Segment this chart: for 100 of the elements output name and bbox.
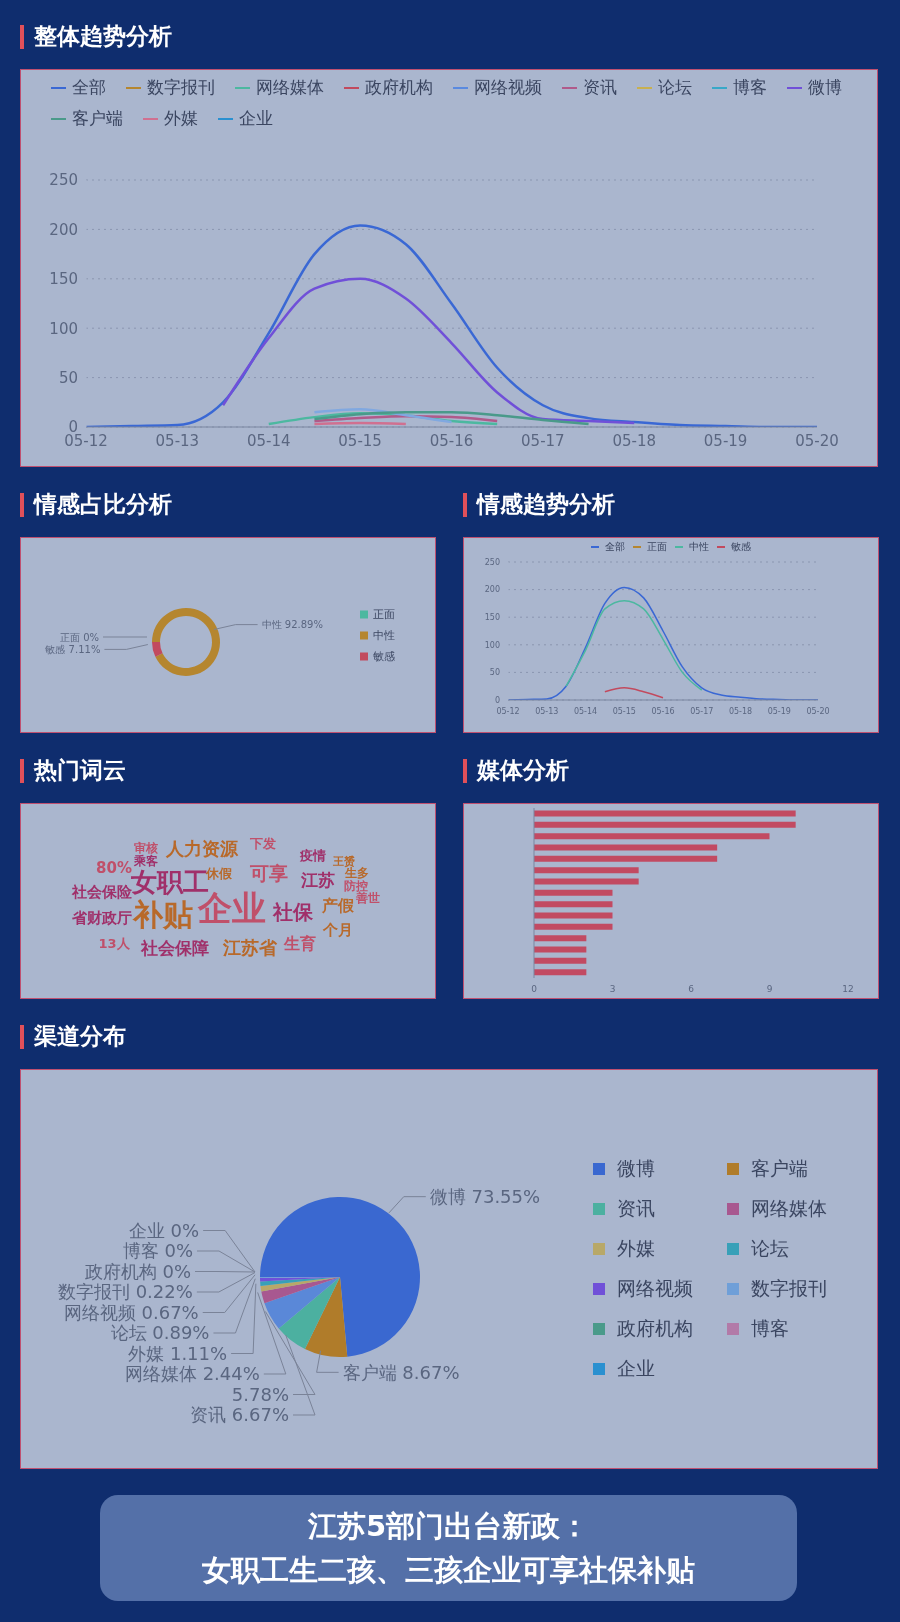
legend-label: 网络视频 (617, 1276, 693, 1301)
category-label: 敏感 7.11% (45, 643, 101, 655)
text: 女职工生二孩、三孩企业可享社保补贴 (201, 1552, 696, 1589)
y-tick-label: 50 (58, 368, 78, 387)
y-tick-label: 50 (489, 668, 500, 678)
x-tick-label: 05-14 (246, 431, 291, 450)
y-tick-label: 150 (49, 270, 78, 289)
text: 生多 (344, 866, 369, 881)
x-tick-label: 05-19 (767, 706, 791, 716)
text: 产假 (321, 895, 355, 915)
x-tick-label: 05-17 (521, 431, 565, 450)
category-label: 正面 0% (59, 631, 99, 643)
category-label: 网络媒体 2.44% (124, 1363, 260, 1385)
legend-label: 客户端 (72, 107, 123, 130)
legend-label: 微博 (617, 1156, 655, 1181)
legend-label: 网络视频 (474, 76, 542, 99)
x-tick-label: 12 (842, 984, 854, 995)
legend-label: 政府机构 (617, 1316, 693, 1341)
text: 省财政厅 (71, 909, 132, 928)
legend-label: 博客 (733, 76, 767, 99)
text: 下发 (249, 835, 276, 851)
x-tick-label: 3 (609, 984, 616, 995)
legend-label: 资讯 (583, 76, 617, 99)
x-tick-label: 6 (688, 984, 695, 995)
data-label: 5.78% (231, 1383, 289, 1405)
y-tick-label: 100 (484, 640, 500, 650)
x-tick-label: 05-18 (728, 706, 753, 716)
text: 人力资源 (165, 838, 239, 860)
legend-label: 数字报刊 (751, 1276, 827, 1301)
chart-title: 渠道分布 (34, 1022, 126, 1051)
category-label: 网络视频 0.67% (63, 1301, 199, 1323)
chart-title: 媒体分析 (477, 756, 569, 785)
category-label: 外媒 1.11% (128, 1342, 228, 1364)
chart-title: 整体趋势分析 (34, 22, 172, 51)
legend-label: 企业 (239, 107, 273, 130)
category-label: 资讯 6.67% (190, 1404, 289, 1426)
category-label: 博客 0% (122, 1240, 194, 1262)
legend-label: 企业 (617, 1356, 655, 1381)
legend-label: 全部 (72, 76, 106, 99)
legend-label: 敏感 (373, 648, 395, 664)
x-tick-label: 0 (531, 984, 538, 995)
x-tick-label: 05-16 (651, 706, 675, 716)
legend-label: 数字报刊 (147, 76, 215, 99)
legend-label: 资讯 (617, 1196, 655, 1221)
text: 江苏省 (222, 937, 278, 959)
text: 热门词云 (34, 756, 126, 785)
y-tick-label: 250 (484, 557, 500, 567)
legend-label: 政府机构 (365, 76, 433, 99)
text: 可享 (249, 861, 288, 884)
y-tick-label: 250 (49, 171, 78, 190)
legend-label: 论坛 (751, 1236, 789, 1261)
y-tick-label: 200 (484, 585, 500, 595)
y-tick-label: 0 (494, 695, 500, 705)
x-tick-label: 05-20 (795, 431, 839, 450)
text: 审核 (134, 841, 158, 856)
legend-label: 外媒 (164, 107, 198, 130)
x-tick-label: 05-13 (155, 431, 200, 450)
legend-label: 敏感 (731, 540, 751, 554)
x-tick-label: 05-20 (806, 706, 830, 716)
x-tick-label: 05-14 (573, 706, 598, 716)
text: 江苏 (300, 869, 335, 890)
x-tick-label: 05-18 (612, 431, 657, 450)
category-label: 数字报刊 0.22% (57, 1281, 193, 1303)
legend-label: 客户端 (751, 1156, 808, 1181)
text: 13人 (98, 935, 131, 951)
legend-label: 中性 (373, 627, 395, 643)
category-label: 论坛 0.89% (110, 1322, 210, 1344)
x-tick-label: 05-16 (429, 431, 474, 450)
text: 疫情 (299, 847, 326, 863)
legend-label: 正面 (373, 606, 395, 622)
text: 王赟 (332, 854, 355, 868)
y-tick-label: 150 (484, 613, 500, 623)
x-tick-label: 05-17 (690, 706, 714, 716)
legend-label: 正面 (647, 540, 667, 554)
legend-label: 微博 (808, 76, 842, 99)
text: 社会保障 (140, 937, 209, 958)
text: 乘客 (133, 854, 158, 869)
text: 善世 (355, 891, 380, 906)
y-tick-label: 200 (49, 220, 78, 239)
y-tick-label: 100 (49, 319, 78, 338)
category-label: 中性 92.89% (261, 619, 323, 631)
text: 江苏5部门出台新政： (306, 1508, 591, 1545)
x-tick-label: 05-19 (703, 431, 748, 450)
category-label: 微博 73.55% (429, 1185, 541, 1207)
text: 生育 (283, 933, 316, 953)
category-label: 客户端 8.67% (342, 1361, 460, 1383)
text: 补贴 (132, 896, 193, 932)
text: 个月 (322, 921, 353, 940)
text: 社会保险 (71, 883, 133, 902)
legend-label: 博客 (751, 1316, 789, 1341)
x-tick-label: 05-15 (338, 431, 382, 450)
x-tick-label: 05-15 (612, 706, 636, 716)
legend-label: 外媒 (617, 1236, 655, 1261)
legend-label: 论坛 (658, 76, 692, 99)
text: 社保 (272, 900, 314, 924)
legend-label: 中性 (689, 540, 709, 554)
x-tick-label: 05-13 (535, 706, 559, 716)
category-label: 政府机构 0% (84, 1260, 191, 1282)
x-tick-label: 9 (766, 984, 773, 995)
category-label: 企业 0% (128, 1219, 200, 1241)
